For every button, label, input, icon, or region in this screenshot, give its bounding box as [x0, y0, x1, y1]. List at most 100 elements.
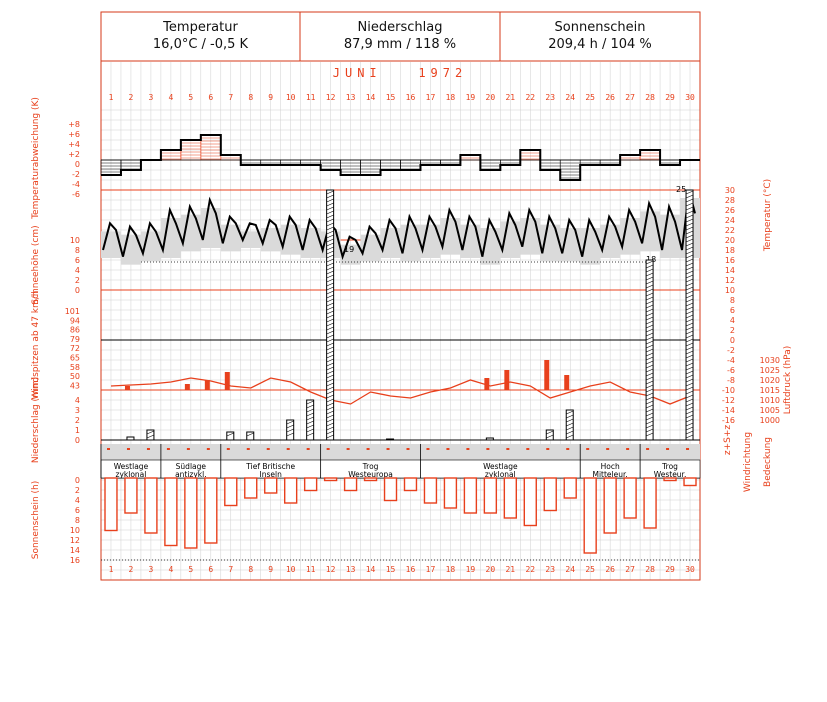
sunshine-bar: [164, 477, 178, 547]
precip-hatch: [685, 294, 694, 299]
precip-hatch: [685, 354, 694, 359]
temp-dev-tick: +4: [68, 140, 80, 149]
precip-hatch: [306, 424, 314, 429]
sunshine-bar: [323, 477, 338, 482]
precip-hatch: [326, 322, 334, 327]
sunshine-bar: [343, 477, 358, 492]
precip-hatch: [645, 404, 654, 409]
precip-hatch: [685, 210, 694, 215]
precip-hatch: [685, 430, 694, 435]
sunshine-bar: [523, 477, 537, 527]
precip-hatch: [326, 394, 334, 399]
precip-hatch: [685, 282, 694, 287]
header-precipitation: Niederschlag 87,9 mm / 118 %: [300, 12, 500, 60]
wind-peak-bar: [504, 370, 510, 390]
wind-axis-label: Windspitzen ab 47 km/h: [31, 291, 41, 400]
temp-callout: 25: [676, 185, 686, 194]
precip-hatch: [306, 408, 314, 413]
precip-hatch: [326, 310, 334, 315]
header-temperature-value: 16,0°C / -0,5 K: [152, 37, 249, 52]
day-label-top: 17: [426, 93, 436, 102]
sunshine-tick: 2: [75, 486, 80, 495]
precip-hatch: [326, 294, 334, 299]
temp-dev-tick: +2: [68, 150, 80, 159]
precip-bar: [485, 437, 494, 441]
precip-hatch: [645, 296, 654, 301]
sunshine-bar: [124, 477, 138, 514]
precip-hatch: [645, 356, 654, 361]
precip-hatch: [645, 264, 654, 269]
wind-direction-mark: [586, 448, 590, 450]
pressure-axis-label: Luftdruck (hPa): [783, 346, 793, 415]
precip-hatch: [685, 326, 694, 331]
precip-hatch: [326, 222, 334, 227]
precip-hatch: [685, 266, 694, 271]
wind-direction-mark: [346, 448, 350, 450]
precip-hatch: [326, 306, 334, 311]
precip-hatch: [326, 290, 334, 295]
precip-hatch: [645, 292, 654, 297]
sunshine-bar: [483, 477, 498, 514]
wind-direction-mark: [646, 448, 650, 450]
precip-hatch: [306, 404, 314, 409]
temp-right-tick: 30: [725, 186, 735, 195]
precip-hatch: [326, 250, 334, 255]
weather-type-label: zyklonal: [485, 470, 516, 479]
precip-hatch: [645, 372, 654, 377]
day-label-top: 10: [286, 93, 296, 102]
sunshine-tick: 4: [75, 496, 80, 505]
precip-hatch: [286, 428, 294, 433]
precip-hatch: [326, 198, 334, 203]
wind-direction-mark: [246, 448, 250, 450]
day-label-bottom: 3: [149, 565, 154, 574]
temp-right-tick: 16: [725, 256, 735, 265]
precip-hatch: [306, 412, 314, 417]
weather-type-label: Westeur.: [654, 470, 687, 479]
precip-hatch: [326, 410, 334, 415]
sunshine-axis-label: Sonnenschein (h): [31, 481, 41, 560]
pressure-tick: 1010: [760, 396, 780, 405]
sunshine-bar: [663, 477, 677, 482]
day-label-bottom: 25: [585, 565, 595, 574]
sunshine-tick: 6: [75, 506, 80, 515]
weather-type-label: Westeuropa: [348, 470, 393, 479]
pressure-tick: 1000: [760, 416, 780, 425]
wind-direction-mark: [386, 448, 390, 450]
precip-hatch: [326, 274, 334, 279]
temp-range-band: [160, 218, 181, 258]
precip-hatch: [326, 434, 334, 439]
precip-hatch: [326, 318, 334, 323]
header-precipitation-title: Niederschlag: [357, 20, 443, 35]
sunshine-bar: [463, 477, 478, 514]
precip-hatch: [326, 314, 334, 319]
air-temperature-panel: 191825: [101, 185, 700, 265]
day-label-bottom: 12: [326, 565, 336, 574]
precip-hatch: [685, 298, 694, 303]
precip-hatch: [566, 430, 574, 435]
sunshine-tick: 0: [75, 476, 80, 485]
sunshine-bar: [104, 477, 118, 532]
day-label-top: 15: [386, 93, 396, 102]
precip-hatch: [326, 330, 334, 335]
temp-callout: 19: [344, 245, 354, 254]
wind-direction-mark: [466, 448, 470, 450]
day-label-top: 24: [565, 93, 575, 102]
precip-bar: [126, 436, 135, 441]
precip-hatch: [326, 354, 334, 359]
sunshine-panel: [104, 477, 697, 554]
sunshine-bar: [583, 477, 597, 554]
sunshine-tick: 8: [75, 516, 80, 525]
temp-right-tick: 0: [730, 336, 735, 345]
day-label-bottom: 11: [306, 565, 316, 574]
precip-bar: [565, 409, 574, 441]
precip-hatch: [685, 198, 694, 203]
precip-hatch: [645, 432, 654, 437]
precip-hatch: [685, 378, 694, 383]
day-label-bottom: 29: [665, 565, 675, 574]
precip-hatch: [685, 394, 694, 399]
precip-hatch: [645, 364, 654, 369]
wind-direction-mark: [486, 448, 490, 450]
temp-right-tick: 18: [725, 246, 735, 255]
precip-hatch: [326, 218, 334, 223]
day-label-bottom: 23: [545, 565, 555, 574]
